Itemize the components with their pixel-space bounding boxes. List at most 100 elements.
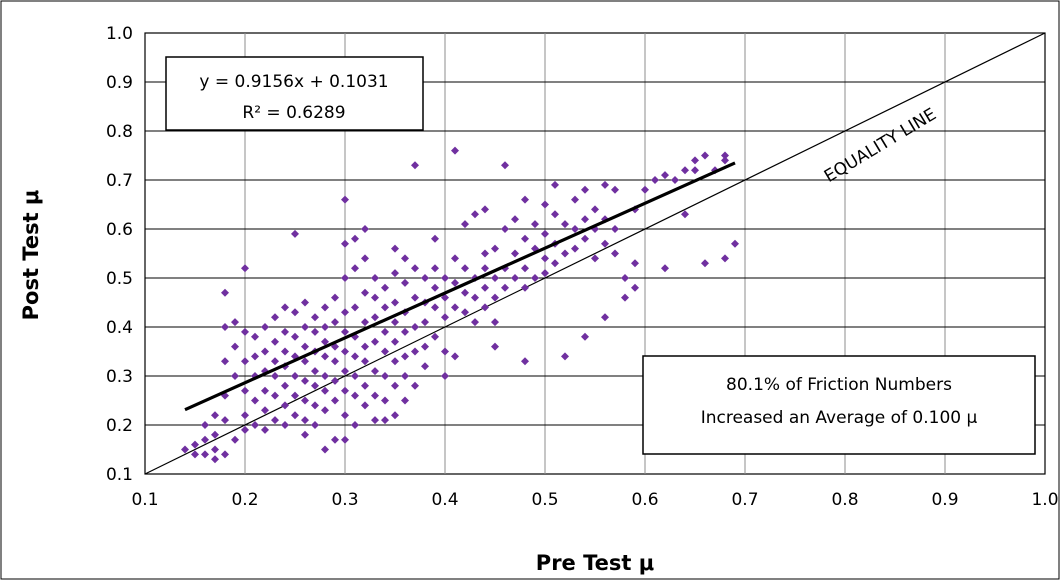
data-point (451, 278, 459, 287)
data-point (351, 421, 359, 429)
data-point (521, 357, 529, 366)
data-point (431, 303, 439, 312)
data-point (191, 450, 199, 459)
data-point (341, 308, 349, 317)
data-point (381, 396, 389, 405)
data-point (551, 210, 559, 219)
data-point (191, 440, 199, 449)
data-point (521, 283, 529, 292)
data-point (301, 298, 309, 307)
data-point (581, 332, 589, 341)
equality-line (144, 32, 1046, 475)
data-point (321, 406, 329, 415)
data-point (281, 303, 289, 312)
data-point (201, 435, 209, 444)
data-point (251, 332, 259, 341)
data-point (391, 337, 399, 346)
data-point (431, 283, 439, 292)
data-point (521, 264, 529, 273)
data-point (181, 445, 189, 454)
data-point (701, 151, 709, 160)
data-point (591, 205, 599, 214)
data-point (691, 156, 699, 165)
data-point (371, 367, 379, 376)
y-tick-label: 0.5 (106, 269, 133, 289)
data-point (361, 381, 369, 390)
data-point (301, 376, 309, 385)
data-point (291, 229, 299, 238)
data-point (701, 259, 709, 268)
points-layer (181, 146, 739, 464)
data-point (521, 195, 529, 204)
data-point (301, 357, 309, 366)
data-point (331, 357, 339, 366)
data-point (681, 166, 689, 175)
y-tick-label: 0.9 (106, 73, 133, 93)
data-point (381, 283, 389, 292)
y-tick-label: 0.4 (106, 318, 133, 338)
data-point (671, 176, 679, 184)
data-point (341, 435, 349, 444)
annotation-line-1: 80.1% of Friction Numbers (726, 375, 952, 395)
data-point (591, 254, 599, 263)
data-point (411, 323, 419, 331)
data-point (231, 342, 239, 351)
data-point (601, 180, 609, 189)
data-point (381, 327, 389, 336)
data-point (461, 264, 469, 273)
data-point (321, 372, 329, 380)
data-point (291, 308, 299, 317)
data-point (231, 435, 239, 444)
trend-line (184, 161, 736, 412)
x-tick-label: 0.8 (831, 490, 858, 510)
ticks-layer: 0.1 0.2 0.3 0.4 0.5 0.6 0.7 0.8 0.9 1.0 0.1 0.2 0.3 0… (106, 24, 1059, 510)
data-point (391, 411, 399, 420)
data-point (301, 396, 309, 405)
data-point (401, 372, 409, 380)
data-point (361, 318, 369, 327)
data-point (631, 259, 639, 268)
data-point (491, 318, 499, 327)
data-point (471, 293, 479, 302)
data-point (481, 264, 489, 273)
data-point (471, 318, 479, 327)
data-point (271, 416, 279, 425)
data-point (221, 416, 229, 425)
data-point (441, 372, 449, 380)
data-point (411, 161, 419, 170)
data-point (331, 293, 339, 302)
data-point (411, 347, 419, 356)
data-point (441, 313, 449, 322)
data-point (341, 239, 349, 248)
data-point (381, 372, 389, 380)
data-point (311, 367, 319, 376)
data-point (421, 274, 429, 282)
data-point (351, 234, 359, 243)
data-point (501, 283, 509, 292)
equation-box-frame (165, 56, 424, 131)
data-point (361, 254, 369, 263)
x-tick-label: 0.4 (431, 490, 458, 510)
data-point (361, 342, 369, 351)
data-point (501, 161, 509, 170)
data-point (331, 435, 339, 444)
data-point (541, 254, 549, 263)
y-tick-label: 0.8 (106, 122, 133, 142)
x-tick-label: 1.0 (1031, 490, 1058, 510)
data-point (331, 376, 339, 385)
data-point (531, 274, 539, 282)
data-point (281, 421, 289, 429)
data-point (641, 185, 649, 194)
data-point (241, 264, 249, 273)
data-point (691, 166, 699, 175)
data-point (341, 347, 349, 356)
data-point (451, 254, 459, 263)
data-point (441, 274, 449, 282)
data-point (241, 327, 249, 336)
data-point (461, 220, 469, 229)
trendline-equation: y = 0.9156x + 0.1031 (199, 72, 388, 92)
data-point (351, 303, 359, 312)
data-point (461, 288, 469, 297)
data-point (651, 176, 659, 184)
data-point (341, 411, 349, 420)
